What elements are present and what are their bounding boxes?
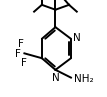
Text: F: F xyxy=(22,58,27,68)
Text: NH₂: NH₂ xyxy=(74,74,94,84)
Text: N: N xyxy=(73,33,81,43)
Text: F: F xyxy=(15,49,21,59)
Text: F: F xyxy=(18,39,23,49)
Text: N: N xyxy=(52,73,59,83)
